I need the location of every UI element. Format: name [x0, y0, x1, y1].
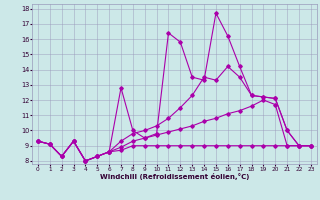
X-axis label: Windchill (Refroidissement éolien,°C): Windchill (Refroidissement éolien,°C)	[100, 173, 249, 180]
